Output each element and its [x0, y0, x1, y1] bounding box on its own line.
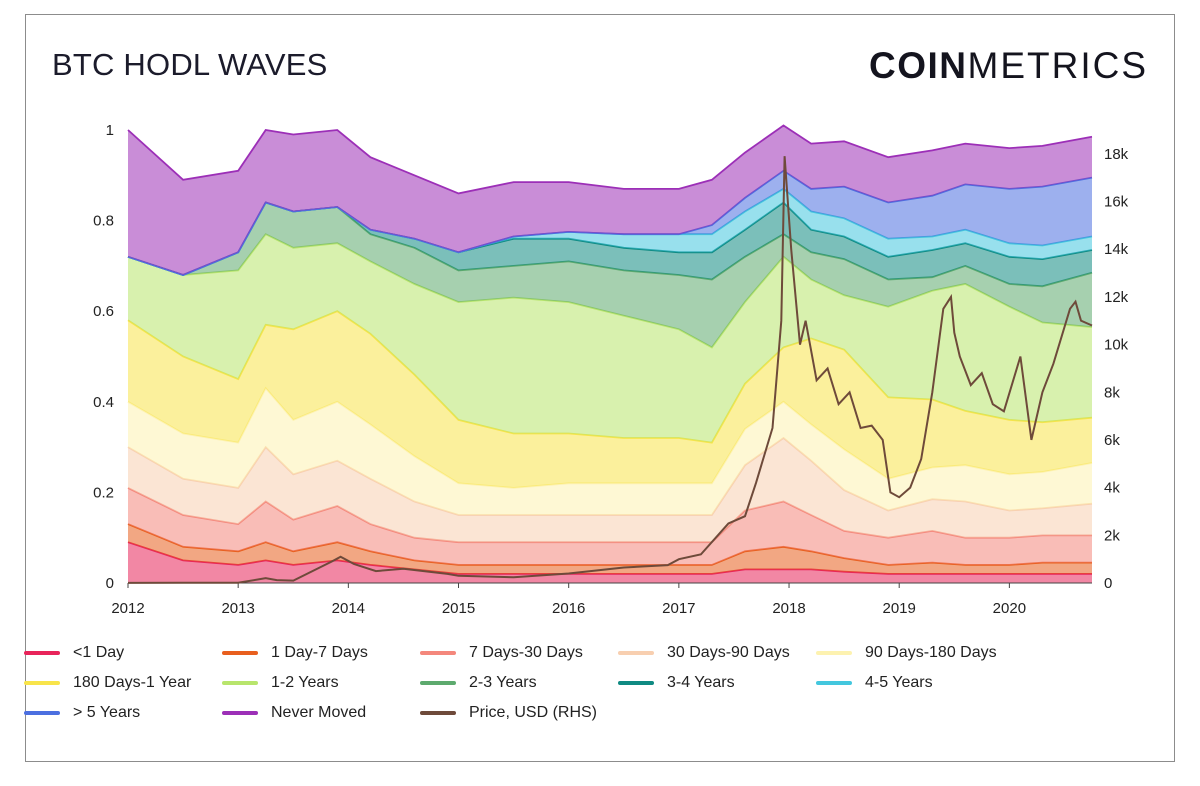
legend-swatch — [24, 651, 60, 655]
brand-logo: COINMETRICS — [869, 45, 1148, 87]
legend-swatch — [816, 651, 852, 655]
legend-item[interactable]: > 5 Years — [24, 702, 222, 724]
legend-item[interactable]: 90 Days-180 Days — [816, 642, 1014, 664]
legend-swatch — [420, 711, 456, 715]
legend-item[interactable]: 180 Days-1 Year — [24, 672, 222, 694]
area-series-2 — [128, 487, 1092, 565]
y-right-tick-label: 4k — [1104, 480, 1120, 497]
legend-item[interactable]: 30 Days-90 Days — [618, 642, 816, 664]
x-tick-label: 2014 — [332, 600, 365, 617]
legend-item[interactable]: 1-2 Years — [222, 672, 420, 694]
brand-logo-light: METRICS — [967, 45, 1148, 86]
area-series-3 — [128, 438, 1092, 543]
legend-item[interactable]: 7 Days-30 Days — [420, 642, 618, 664]
legend-item[interactable]: 1 Day-7 Days — [222, 642, 420, 664]
x-tick-label: 2016 — [552, 600, 585, 617]
y-right-tick-label: 18k — [1104, 146, 1129, 163]
y-left-tick-label: 1 — [106, 122, 114, 139]
legend-label: <1 Day — [73, 644, 125, 661]
price-line — [127, 156, 1093, 584]
x-tick-label: 2019 — [883, 600, 916, 617]
y-left-tick-label: 0.4 — [93, 394, 114, 411]
area-series-1 — [128, 524, 1092, 574]
legend-item[interactable]: <1 Day — [24, 642, 222, 664]
legend-swatch — [222, 651, 258, 655]
area-series-5 — [128, 311, 1092, 488]
legend-swatch — [420, 651, 456, 655]
legend-item[interactable]: 2-3 Years — [420, 672, 618, 694]
x-tick-label: 2018 — [772, 600, 805, 617]
legend-label: 4-5 Years — [865, 674, 933, 691]
y-left-tick-label: 0.6 — [93, 303, 114, 320]
y-left-tick-label: 0.8 — [93, 213, 114, 230]
area-line-series-11 — [127, 124, 1093, 195]
area-series-11 — [128, 125, 1092, 275]
legend-swatch — [618, 651, 654, 655]
y-right-tick-label: 2k — [1104, 527, 1120, 544]
chart-legend: <1 Day 1 Day-7 Days 7 Days-30 Days 30 Days-… — [24, 642, 1124, 724]
legend-label: 1 Day-7 Days — [271, 644, 368, 661]
y-right-tick-label: 8k — [1104, 384, 1120, 401]
y-right-tick-label: 14k — [1104, 241, 1129, 258]
legend-swatch — [24, 711, 60, 715]
x-tick-label: 2015 — [442, 600, 475, 617]
legend-label: 3-4 Years — [667, 674, 735, 691]
brand-logo-bold: COIN — [869, 45, 968, 86]
legend-swatch — [222, 711, 258, 715]
area-series-7 — [128, 202, 1092, 348]
legend-swatch — [816, 681, 852, 685]
y-left-tick-label: 0.2 — [93, 484, 114, 501]
legend-label: 7 Days-30 Days — [469, 644, 583, 661]
chart-title: BTC HODL WAVES — [52, 47, 328, 82]
legend-item[interactable]: 3-4 Years — [618, 672, 816, 694]
y-right-tick-label: 12k — [1104, 289, 1129, 306]
legend-swatch — [222, 681, 258, 685]
legend-label: Price, USD (RHS) — [469, 704, 598, 721]
x-tick-label: 2013 — [221, 600, 254, 617]
legend-label: Never Moved — [271, 704, 367, 721]
area-series-6 — [128, 234, 1092, 443]
legend-label: 90 Days-180 Days — [865, 644, 997, 661]
legend-label: > 5 Years — [73, 704, 141, 721]
y-right-tick-label: 10k — [1104, 337, 1129, 354]
hodl-waves-chart: 0 0.2 0.4 0.6 0.8 1 0 2k 4k 6k 8k 10k 12k 14k 16k 18k 20… — [93, 122, 1129, 617]
legend-item[interactable]: Price, USD (RHS) — [420, 702, 618, 724]
area-series-8 — [128, 202, 1092, 287]
y-right-tick-label: 6k — [1104, 432, 1120, 449]
legend-item[interactable]: 4-5 Years — [816, 672, 1014, 694]
legend-label: 180 Days-1 Year — [73, 674, 192, 691]
legend-swatch — [618, 681, 654, 685]
y-left-tick-label: 0 — [106, 575, 114, 592]
y-right-tick-label: 0 — [1104, 575, 1112, 592]
area-series-10 — [128, 170, 1092, 275]
legend-swatch — [420, 681, 456, 685]
legend-swatch — [24, 681, 60, 685]
x-tick-label: 2017 — [662, 600, 695, 617]
x-tick-label: 2020 — [993, 600, 1026, 617]
legend-label: 1-2 Years — [271, 674, 339, 691]
area-series-4 — [128, 388, 1092, 515]
legend-label: 2-3 Years — [469, 674, 537, 691]
legend-label: 30 Days-90 Days — [667, 644, 790, 661]
y-right-tick-label: 16k — [1104, 194, 1129, 211]
legend-item[interactable]: Never Moved — [222, 702, 420, 724]
x-tick-label: 2012 — [111, 600, 144, 617]
